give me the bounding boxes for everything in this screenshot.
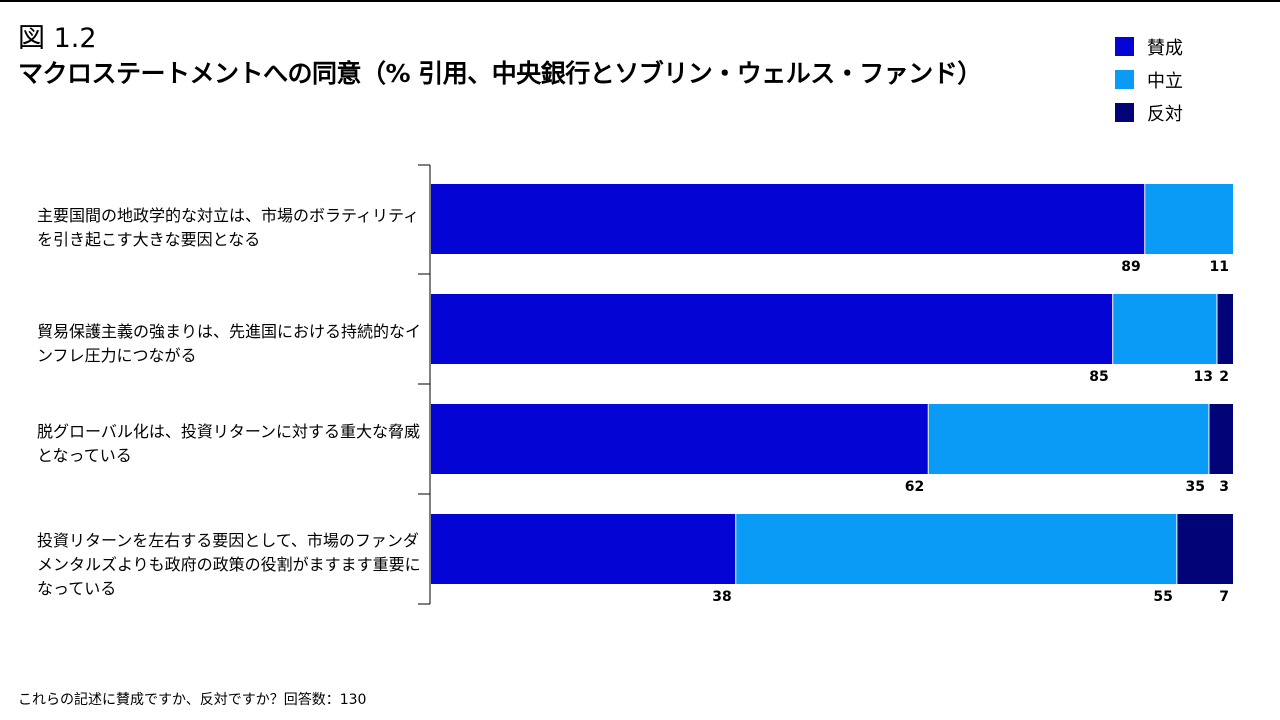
data-label-neutral: 55 — [1153, 589, 1172, 605]
category-label: 貿易保護主義の強まりは、先進国における持続的なインフレ圧力につながる — [37, 322, 422, 365]
bar-agree — [431, 294, 1113, 364]
figure-label: 図 1.2 — [18, 23, 97, 54]
legend-label-neutral: 中立 — [1147, 70, 1183, 92]
chart-title: マクロステートメントへの同意（% 引用、中央銀行とソブリン・ウェルス・ファンド） — [18, 59, 982, 88]
legend-swatch-disagree — [1115, 103, 1134, 122]
legend-label-agree: 賛成 — [1147, 37, 1183, 59]
data-label-agree: 85 — [1089, 369, 1108, 385]
category-label: 脱グローバル化は、投資リターンに対する重大な脅威となっている — [37, 422, 421, 465]
bar-disagree — [1216, 294, 1233, 364]
legend-item-disagree: 反対 — [1115, 96, 1183, 129]
footnote: これらの記述に賛成ですか、反対ですか？回答数：130 — [18, 692, 367, 708]
bar-agree — [431, 514, 736, 584]
data-label-agree: 62 — [905, 479, 924, 495]
bar-agree — [431, 184, 1145, 254]
bar-neutral — [735, 514, 1177, 584]
data-label-disagree: 3 — [1219, 479, 1229, 495]
data-label-agree: 89 — [1121, 259, 1140, 275]
top-rule — [0, 0, 1280, 2]
bar-agree — [431, 404, 929, 474]
bar-neutral — [1144, 184, 1233, 254]
bar-disagree — [1176, 514, 1233, 584]
data-label-disagree: 7 — [1219, 589, 1229, 605]
bar-disagree — [1208, 404, 1233, 474]
data-label-disagree: 2 — [1219, 369, 1229, 385]
legend-swatch-neutral — [1115, 70, 1134, 89]
data-label-agree: 38 — [712, 589, 731, 605]
data-label-neutral: 35 — [1185, 479, 1204, 495]
legend-swatch-agree — [1115, 37, 1134, 56]
bar-neutral — [928, 404, 1209, 474]
category-label: 主要国間の地政学的な対立は、市場のボラティリティを引き起こす大きな要因となる — [37, 206, 420, 249]
bar-neutral — [1112, 294, 1217, 364]
data-label-neutral: 13 — [1193, 369, 1212, 385]
legend-item-neutral: 中立 — [1115, 63, 1183, 96]
legend-item-agree: 賛成 — [1115, 30, 1183, 63]
legend: 賛成 中立 反対 — [1115, 30, 1183, 129]
data-label-neutral: 11 — [1210, 259, 1229, 275]
legend-label-disagree: 反対 — [1147, 103, 1183, 125]
category-label: 投資リターンを左右する要因として、市場のファンダメンタルズよりも政府の政策の役割… — [37, 531, 421, 598]
